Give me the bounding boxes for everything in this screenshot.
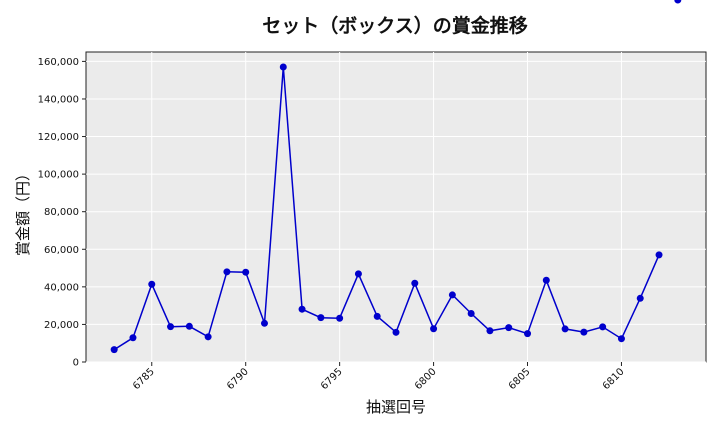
data-point xyxy=(317,314,325,322)
chart-title: セット（ボックス）の賞金推移 xyxy=(262,14,527,37)
data-point xyxy=(411,279,419,287)
data-point xyxy=(617,335,625,343)
data-point xyxy=(561,325,569,333)
data-point xyxy=(167,323,175,331)
data-point xyxy=(223,268,231,276)
data-point xyxy=(260,319,268,327)
x-tick-label: 6805 xyxy=(507,366,533,392)
data-point xyxy=(636,294,644,302)
data-points xyxy=(110,0,682,354)
data-point xyxy=(110,346,118,354)
y-tick-label: 20,000 xyxy=(44,320,79,331)
x-tick-label: 6800 xyxy=(413,366,439,392)
data-point xyxy=(542,276,550,284)
y-tick-label: 0 xyxy=(73,358,79,369)
data-point xyxy=(129,334,137,342)
y-tick-label: 160,000 xyxy=(38,57,79,68)
data-point xyxy=(336,314,344,322)
plot-area xyxy=(85,51,707,363)
data-point xyxy=(674,0,682,4)
x-tick-label: 6810 xyxy=(601,366,627,392)
data-point xyxy=(148,280,156,288)
data-point xyxy=(185,322,193,330)
data-point xyxy=(242,268,250,276)
y-tick-label: 120,000 xyxy=(38,132,79,143)
y-tick-label: 60,000 xyxy=(44,245,79,256)
data-point xyxy=(505,324,513,332)
data-point xyxy=(373,312,381,320)
y-tick-label: 40,000 xyxy=(44,282,79,293)
x-tick-label: 6785 xyxy=(131,366,157,392)
data-point xyxy=(204,333,212,341)
y-tick-label: 140,000 xyxy=(38,94,79,105)
data-point xyxy=(655,251,663,259)
y-axis-ticks: 0 20,000 40,000 60,000 80,000 100,000 120,000 1… xyxy=(38,57,86,369)
data-point xyxy=(448,291,456,299)
data-point xyxy=(524,330,532,338)
data-point xyxy=(279,63,287,71)
data-point xyxy=(430,325,438,333)
data-point xyxy=(354,270,362,278)
data-point xyxy=(392,328,400,336)
data-point xyxy=(298,305,306,313)
y-axis-label: 賞金額（円） xyxy=(14,166,32,256)
data-point xyxy=(467,310,475,318)
data-point xyxy=(599,323,607,331)
data-point xyxy=(580,328,588,336)
x-axis-label: 抽選回号 xyxy=(366,398,426,416)
x-tick-label: 6790 xyxy=(225,366,251,392)
x-axis-ticks: 6785 6790 6795 6800 6805 6810 xyxy=(131,362,627,392)
y-tick-label: 80,000 xyxy=(44,207,79,218)
x-tick-label: 6795 xyxy=(319,366,345,392)
y-tick-label: 100,000 xyxy=(38,170,79,181)
data-point xyxy=(486,327,494,335)
